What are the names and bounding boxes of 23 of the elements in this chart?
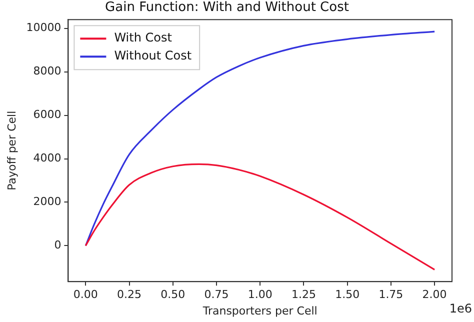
x-tick-label: 0.50: [160, 288, 186, 302]
y-tick-label: 4000: [33, 152, 62, 165]
x-tick-label: 1.50: [335, 288, 360, 302]
line-series: [84, 163, 436, 270]
x-axis-title: Transporters per Cell: [202, 304, 318, 318]
y-tick-label: 0: [54, 238, 62, 252]
y-tick-label: 8000: [33, 64, 62, 78]
legend-label: Without Cost: [114, 48, 192, 63]
x-tick-label: 1.25: [291, 288, 316, 302]
y-axis-title: Payoff per Cell: [5, 110, 18, 190]
legend-label: With Cost: [114, 30, 172, 45]
text: 1e6: [449, 302, 472, 316]
x-tick-label: 1.00: [248, 288, 272, 302]
x-tick-label: 0.25: [117, 288, 142, 302]
y-tick-label: 10000: [26, 21, 62, 34]
y-tick-label: 6000: [33, 108, 62, 122]
chart-title: Gain Function: With and Without Cost: [105, 0, 349, 16]
y-tick-label: 2000: [33, 195, 62, 208]
x-tick-label: 0.75: [204, 288, 229, 302]
x-tick-label: 1.75: [378, 288, 404, 302]
line-series: [84, 30, 436, 247]
x-tick-label: 0.00: [73, 288, 98, 302]
x-tick-label: 2.00: [422, 288, 447, 302]
